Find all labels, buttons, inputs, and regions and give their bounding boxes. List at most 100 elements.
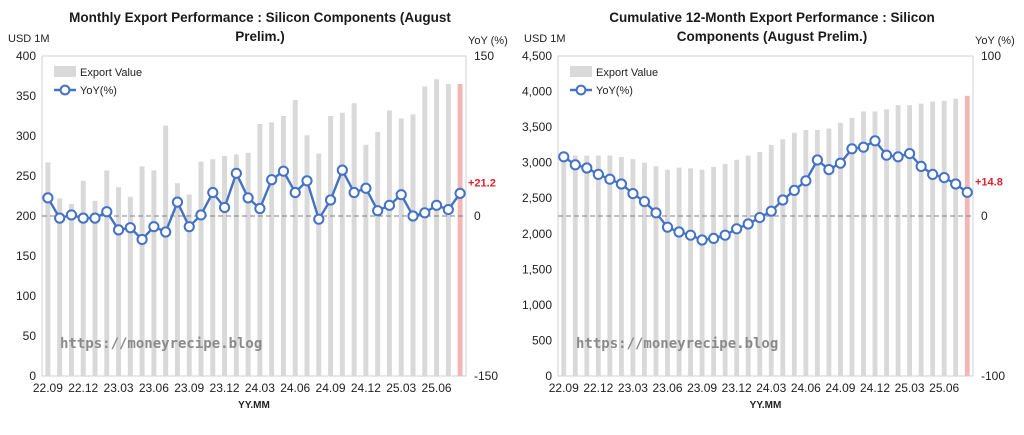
yoy-point [65,209,78,221]
export-value-bar [222,156,228,376]
export-value-bar [139,166,145,376]
x-tick-label: 25.06 [929,381,959,395]
x-tick-label: 24.06 [280,381,310,395]
yoy-point [788,184,800,196]
legend-label: YoY(%) [596,85,633,97]
export-value-bar [757,152,763,376]
yoy-point [301,175,313,187]
x-tick-label: 22.09 [33,381,63,395]
export-value-bar [245,152,251,376]
export-value-bar [803,129,809,376]
x-tick-label: 22.12 [583,381,613,395]
export-value-bar [630,159,636,376]
x-axis-title: YY.MM [750,400,782,411]
export-value-bar [198,161,204,376]
yoy-point [731,223,743,235]
y-left-tick-label: 250 [16,169,36,183]
yoy-point [569,159,581,171]
export-value-bar [665,169,670,376]
monthly-export-chart: 0 50 100 150 200 250 300 350 400 -150 0 150 USD 1M Yo… [8,33,508,411]
x-tick-label: 22.12 [68,381,98,395]
y-right-unit-label: YoY (%) [468,35,508,47]
legend-bar-swatch [570,66,592,77]
export-value-bar [386,110,392,377]
export-value-bar [584,155,590,376]
yoy-point [615,178,628,190]
y-right-tick-label: -100 [981,369,1005,383]
y-left-tick-label: 2,500 [522,191,552,205]
legend-label: Export Value [80,67,142,79]
export-value-bar [434,79,440,376]
y-left-tick-label: 3,500 [522,120,552,134]
yoy-point [148,221,160,233]
export-value-bar [907,105,913,376]
x-tick-label: 23.03 [104,381,134,395]
export-value-bar [653,166,659,376]
export-value-bar [316,153,322,376]
x-tick-label: 25.06 [422,381,452,395]
export-value-bar [964,95,970,376]
y-left-tick-label: 2,000 [522,227,552,241]
yoy-point [684,229,697,241]
x-tick-label: 24.06 [791,381,821,395]
export-value-bar [210,159,216,376]
y-left-tick-label: 1,500 [522,262,552,276]
export-value-bar [80,180,86,376]
yoy-point [857,141,870,153]
yoy-point [800,175,812,187]
y-left-tick-label: 350 [16,89,36,103]
x-tick-label: 25.03 [386,381,416,395]
y-left-tick-label: 400 [16,49,36,63]
yoy-point [54,212,66,224]
watermark-text: https://moneyrecipe.blog [60,336,262,352]
yoy-point [348,186,360,199]
export-value-bar [780,139,786,376]
export-value-bar [339,112,345,377]
export-value-bar [127,196,133,376]
yoy-point [869,135,881,147]
yoy-point [777,194,789,206]
export-value-bar [895,105,901,376]
y-right-tick-label: -150 [474,369,498,383]
export-value-bar [791,132,797,376]
yoy-point [765,205,777,217]
export-value-bar [174,183,180,376]
export-value-bar [280,116,286,376]
cumulative-export-chart: 0 500 1,000 1,500 2,000 2,500 3,000 3,500 4,000 4… [522,33,1015,411]
y-left-tick-label: 1,000 [522,298,552,312]
yoy-point [372,205,384,217]
yoy-point [823,164,835,176]
export-value-bar [163,125,169,376]
export-value-bar [457,84,463,376]
legend-label: Export Value [596,67,658,79]
yoy-line [46,167,462,242]
export-value-bar [699,169,705,376]
y-right-tick-label: 100 [981,49,1001,63]
yoy-point [719,229,731,241]
yoy-point [171,196,184,208]
yoy-point [430,199,443,211]
export-value-bar [304,135,310,376]
y-left-tick-label: 150 [16,249,36,263]
yoy-point [927,168,939,180]
export-value-bar [572,155,578,376]
yoy-point [218,201,231,214]
y-left-tick-label: 0 [545,369,552,383]
export-value-bar [734,159,740,376]
cumulative-export-chart-panel: Cumulative 12-Month Export Performance :… [512,0,1024,435]
export-value-bar [561,155,567,376]
export-value-bar [722,164,728,376]
yoy-point [42,192,54,204]
yoy-point [673,226,685,238]
x-tick-label: 23.06 [652,381,682,395]
export-value-bar [838,122,843,376]
export-value-bar [57,198,63,376]
legend-label: YoY(%) [80,85,117,97]
yoy-point [938,172,950,184]
export-value-bar [151,170,157,376]
export-value-bar [363,144,369,376]
y-left-unit-label: USD 1M [524,33,566,45]
y-right-tick-label: 0 [981,209,988,223]
export-value-bar [269,122,275,377]
